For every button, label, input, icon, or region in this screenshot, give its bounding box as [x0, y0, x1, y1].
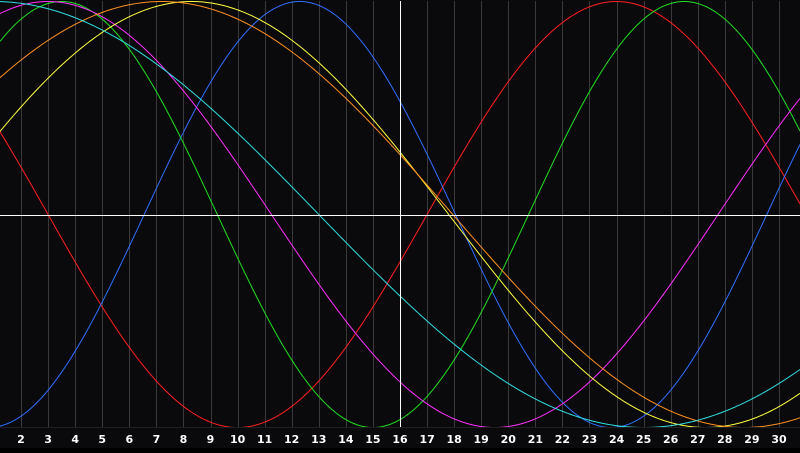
x-tick-label: 19	[474, 433, 489, 446]
x-tick-label: 14	[338, 433, 354, 446]
x-tick-labels: 2 3 4 5 6 7 8 9 10 11 12 13 14 15 16 17 18 19 20 21 22 23 24 25…	[17, 433, 787, 446]
x-tick-label: 26	[663, 433, 679, 446]
x-tick-label: 9	[207, 433, 215, 446]
x-tick-label: 12	[284, 433, 299, 446]
x-tick-label: 20	[501, 433, 517, 446]
x-tick-label: 30	[771, 433, 787, 446]
x-tick-label: 23	[582, 433, 597, 446]
x-tick-label: 29	[744, 433, 759, 446]
x-tick-label: 2	[17, 433, 25, 446]
x-tick-label: 10	[230, 433, 246, 446]
x-tick-label: 6	[125, 433, 133, 446]
x-tick-label: 4	[71, 433, 79, 446]
x-tick-label: 13	[311, 433, 326, 446]
x-tick-label: 16	[392, 433, 408, 446]
x-tick-label: 7	[153, 433, 161, 446]
x-tick-label: 3	[44, 433, 52, 446]
x-tick-label: 8	[180, 433, 188, 446]
x-tick-label: 21	[528, 433, 543, 446]
x-tick-label: 5	[98, 433, 106, 446]
x-tick-label: 18	[446, 433, 461, 446]
x-tick-label: 27	[690, 433, 705, 446]
x-tick-label: 15	[365, 433, 380, 446]
x-tick-label: 28	[717, 433, 732, 446]
x-tick-label: 17	[419, 433, 434, 446]
x-tick-label: 22	[555, 433, 570, 446]
axes	[0, 1, 800, 428]
x-tick-label: 25	[636, 433, 651, 446]
x-tick-label: 11	[257, 433, 272, 446]
x-tick-label: 24	[609, 433, 625, 446]
